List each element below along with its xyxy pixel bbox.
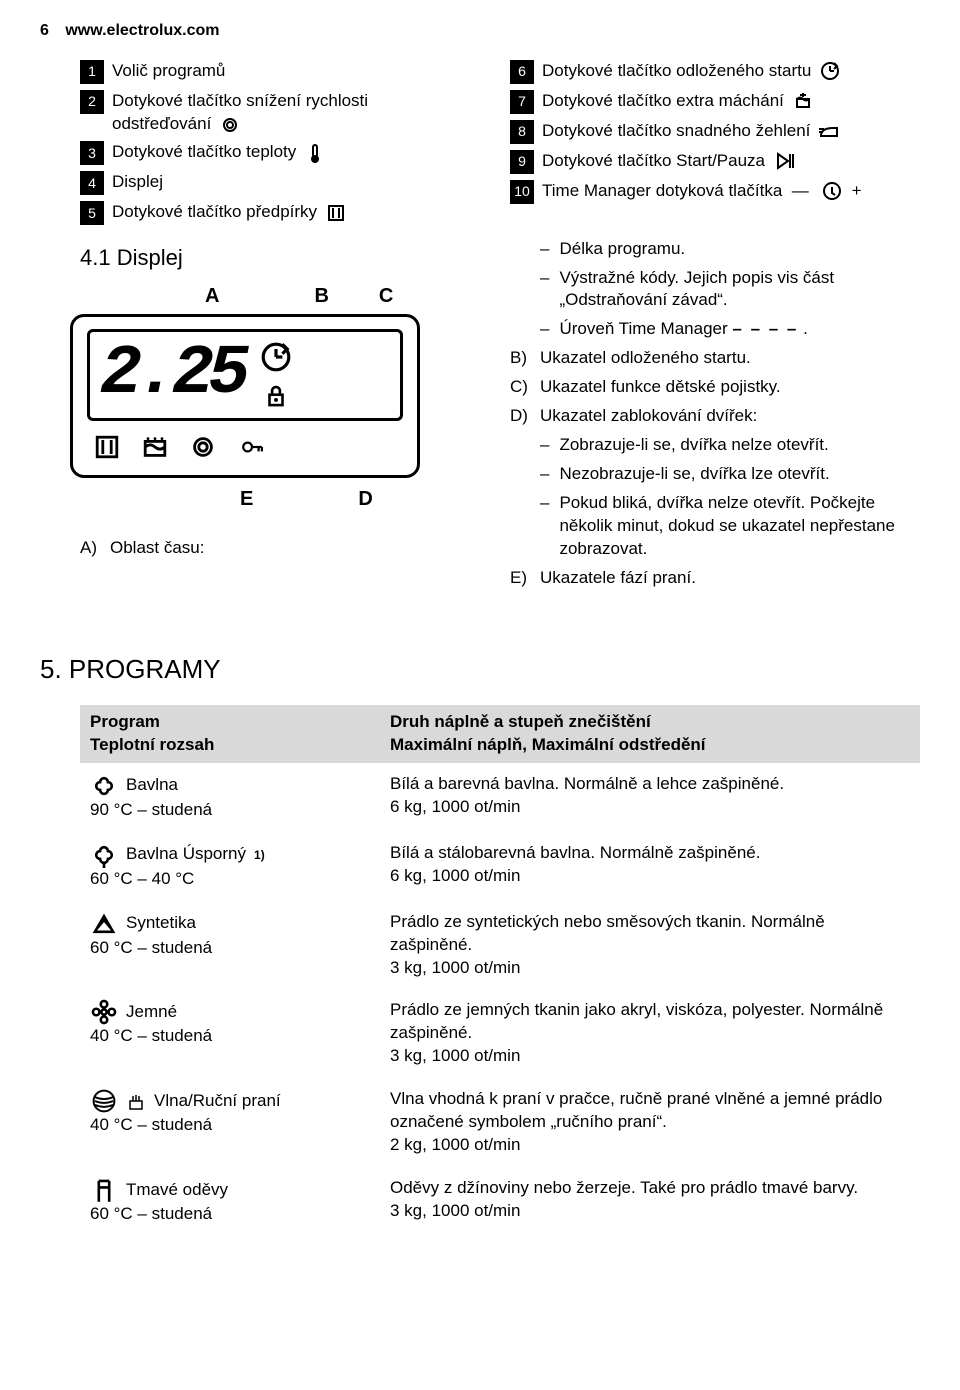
program-range: 60 °C – studená	[90, 1203, 390, 1226]
program-icon	[90, 911, 118, 937]
program-name: Tmavé oděvy	[126, 1179, 228, 1202]
program-icon	[90, 999, 118, 1025]
lettered-list: B)Ukazatel odloženého startu. C)Ukazatel…	[510, 347, 920, 428]
th-spec: Maximální náplň, Maximální odstředění	[390, 734, 910, 757]
legend-right: 6Dotykové tlačítko odloženého startu 7Do…	[510, 60, 920, 596]
num-7: 7	[510, 90, 534, 114]
program-range: 60 °C – 40 °C	[90, 868, 390, 891]
header-url: www.electrolux.com	[65, 22, 219, 39]
programs-heading: 5. PROGRAMY	[40, 652, 920, 687]
program-name: Bavlna	[126, 774, 178, 797]
prewash-phase-icon	[93, 433, 121, 461]
num-6: 6	[510, 60, 534, 84]
num-10: 10	[510, 180, 534, 204]
dashes-icon: – – – –	[732, 319, 798, 338]
lock-icon	[263, 383, 289, 409]
wash-phase-icon	[141, 433, 169, 461]
clock-icon	[260, 341, 292, 373]
table-row: Vlna/Ruční praní40 °C – studenáVlna vhod…	[80, 1078, 920, 1167]
section-display-title: 4.1 Displej	[80, 243, 470, 273]
play-pause-icon	[774, 151, 796, 171]
label-e: E	[240, 486, 253, 513]
program-spec: 3 kg, 1000 ot/min	[390, 957, 910, 980]
finger-icon	[822, 181, 842, 201]
notes-initial: Délka programu. Výstražné kódy. Jejich p…	[510, 238, 920, 342]
program-range: 40 °C – studená	[90, 1025, 390, 1048]
program-name: Bavlna Úsporný	[126, 843, 246, 866]
rinse-icon	[793, 91, 813, 111]
programs-table: Program Teplotní rozsah Druh náplně a st…	[40, 705, 920, 1236]
program-icon	[90, 1177, 118, 1203]
table-row: Jemné40 °C – studenáPrádlo ze jemných tk…	[80, 989, 920, 1078]
clock-icon	[820, 61, 840, 81]
table-row: Bavlna90 °C – studenáBílá a barevná bavl…	[80, 763, 920, 832]
label-b: B	[314, 283, 328, 310]
table-row: Tmavé oděvy60 °C – studenáOděvy z džínov…	[80, 1167, 920, 1236]
num-4: 4	[80, 171, 104, 195]
program-icon	[90, 773, 118, 799]
program-spec: 3 kg, 1000 ot/min	[390, 1200, 910, 1223]
program-icon	[90, 842, 118, 868]
spiral-icon	[220, 115, 238, 133]
table-header: Program Teplotní rozsah Druh náplně a st…	[80, 705, 920, 763]
num-9: 9	[510, 150, 534, 174]
caption-a: A)Oblast času:	[80, 537, 470, 560]
display-frame: 2.25	[70, 314, 420, 478]
program-range: 90 °C – studená	[90, 799, 390, 822]
program-name: Syntetika	[126, 912, 196, 935]
spin-phase-icon	[189, 433, 217, 461]
program-icon	[90, 1088, 118, 1114]
th-range: Teplotní rozsah	[90, 734, 390, 757]
program-spec: 2 kg, 1000 ot/min	[390, 1134, 910, 1157]
key-icon	[237, 436, 267, 458]
program-desc: Prádlo ze jemných tkanin jako akryl, vis…	[390, 999, 910, 1045]
page-header: 6 www.electrolux.com	[40, 20, 920, 42]
program-name: Jemné	[126, 1001, 177, 1024]
display-diagram: A B C 2.25	[80, 283, 470, 513]
legend-left: 1Volič programů 2Dotykové tlačítko sníže…	[40, 60, 470, 596]
table-row: Syntetika60 °C – studenáPrádlo ze syntet…	[80, 901, 920, 990]
thermometer-icon	[305, 143, 321, 163]
program-range: 60 °C – studená	[90, 937, 390, 960]
num-1: 1	[80, 60, 104, 84]
page-number: 6	[40, 22, 49, 39]
th-desc: Druh náplně a stupeň znečištění	[390, 711, 910, 734]
legend-columns: 1Volič programů 2Dotykové tlačítko sníže…	[40, 60, 920, 596]
program-spec: 3 kg, 1000 ot/min	[390, 1045, 910, 1068]
program-sup: 1)	[254, 847, 265, 863]
num-8: 8	[510, 120, 534, 144]
program-icon-extra	[126, 1088, 146, 1114]
program-spec: 6 kg, 1000 ot/min	[390, 865, 910, 888]
num-3: 3	[80, 141, 104, 165]
program-desc: Bílá a stálobarevná bavlna. Normálně zaš…	[390, 842, 910, 865]
table-row: Bavlna Úsporný 1) 60 °C – 40 °CBílá a stá…	[80, 832, 920, 901]
label-c: C	[379, 283, 393, 310]
num-5: 5	[80, 201, 104, 225]
notes-d-sub: Zobrazuje-li se, dvířka nelze otevřít. N…	[510, 434, 920, 561]
th-program: Program	[90, 711, 390, 734]
program-spec: 6 kg, 1000 ot/min	[390, 796, 910, 819]
program-desc: Bílá a barevná bavlna. Normálně a lehce …	[390, 773, 910, 796]
display-digits: 2.25	[100, 340, 244, 410]
label-d: D	[358, 486, 372, 513]
iron-icon	[819, 122, 841, 140]
program-desc: Oděvy z džínoviny nebo žerzeje. Také pro…	[390, 1177, 910, 1200]
program-name: Vlna/Ruční praní	[154, 1090, 281, 1113]
lettered-list-e: E)Ukazatele fází praní.	[510, 567, 920, 590]
program-desc: Vlna vhodná k praní v pračce, ručně pran…	[390, 1088, 910, 1134]
label-a: A	[205, 283, 219, 310]
program-range: 40 °C – studená	[90, 1114, 390, 1137]
num-2: 2	[80, 90, 104, 114]
prewash-icon	[326, 203, 346, 223]
program-desc: Prádlo ze syntetických nebo směsových tk…	[390, 911, 910, 957]
